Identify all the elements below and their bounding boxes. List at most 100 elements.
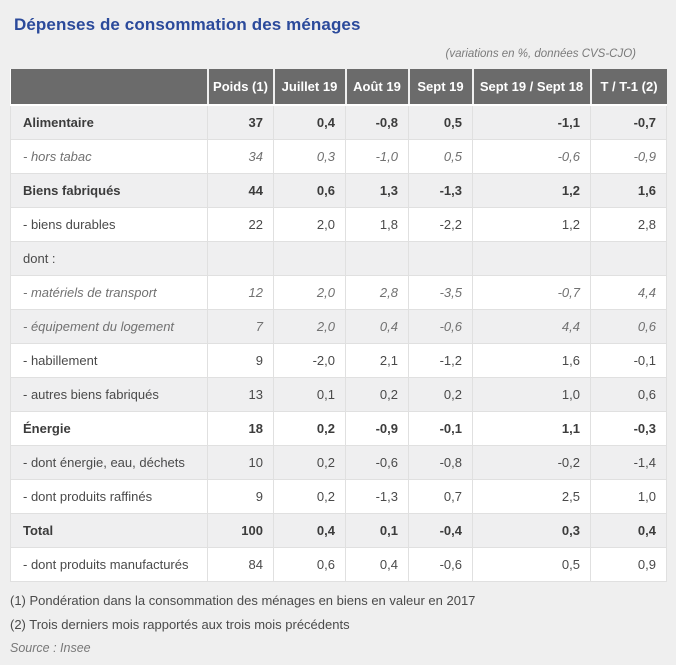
value-cell: -3,5 — [408, 275, 473, 310]
value-cell: 1,2 — [472, 173, 591, 208]
value-cell: -0,2 — [472, 445, 591, 480]
value-cell: 1,0 — [472, 377, 591, 412]
table-row: Alimentaire 37 0,4 -0,8 0,5 -1,1 -0,7 — [10, 104, 667, 140]
value-cell: 1,6 — [590, 173, 667, 208]
value-cell: 0,9 — [590, 547, 667, 582]
value-cell: 0,4 — [590, 513, 667, 548]
row-label: - biens durables — [10, 207, 208, 242]
footnote-2: (2) Trois derniers mois rapportés aux tr… — [10, 617, 350, 632]
value-cell: -0,6 — [472, 139, 591, 174]
row-label: - habillement — [10, 343, 208, 378]
value-cell: -0,6 — [345, 445, 409, 480]
row-label: - dont produits raffinés — [10, 479, 208, 514]
value-cell: -1,1 — [472, 104, 591, 140]
row-label: Alimentaire — [10, 104, 208, 140]
column-header: Sept 19 / Sept 18 — [471, 69, 591, 106]
value-cell: -1,0 — [345, 139, 409, 174]
value-cell: 18 — [207, 411, 274, 446]
value-cell: 9 — [207, 479, 274, 514]
value-cell — [408, 241, 473, 276]
table-body: Alimentaire 37 0,4 -0,8 0,5 -1,1 -0,7- hors ta… — [10, 104, 667, 582]
value-cell: -0,8 — [345, 104, 409, 140]
value-cell: -1,2 — [408, 343, 473, 378]
value-cell: 0,2 — [273, 479, 346, 514]
table-row: - dont produits raffinés 9 0,2 -1,3 0,7 2,5 1,… — [10, 479, 667, 514]
value-cell: 4,4 — [472, 309, 591, 344]
corner-cell — [10, 69, 208, 106]
value-cell: 0,3 — [273, 139, 346, 174]
value-cell: 2,0 — [273, 309, 346, 344]
value-cell: 7 — [207, 309, 274, 344]
value-cell: 84 — [207, 547, 274, 582]
value-cell: -0,8 — [408, 445, 473, 480]
value-cell: 0,6 — [273, 547, 346, 582]
value-cell: -0,7 — [590, 104, 667, 140]
value-cell: 13 — [207, 377, 274, 412]
value-cell: 0,4 — [345, 309, 409, 344]
value-cell: 37 — [207, 104, 274, 140]
value-cell: 34 — [207, 139, 274, 174]
value-cell: -0,1 — [590, 343, 667, 378]
table-row: - hors tabac 34 0,3 -1,0 0,5 -0,6 -0,9 — [10, 139, 667, 174]
value-cell: 0,2 — [408, 377, 473, 412]
value-cell: -0,7 — [472, 275, 591, 310]
value-cell: -2,0 — [273, 343, 346, 378]
value-cell: 0,1 — [345, 513, 409, 548]
footnotes: (1) Pondération dans la consommation des… — [10, 593, 666, 655]
table-header: Poids (1) Juillet 19 Août 19 Sept 19 Sept 19… — [10, 69, 667, 106]
row-label: - dont énergie, eau, déchets — [10, 445, 208, 480]
value-cell — [273, 241, 346, 276]
column-header: Août 19 — [344, 69, 409, 106]
value-cell: 0,5 — [472, 547, 591, 582]
value-cell: 0,2 — [273, 411, 346, 446]
table-row: Énergie 18 0,2 -0,9 -0,1 1,1 -0,3 — [10, 411, 667, 446]
table-row: - matériels de transport 12 2,0 2,8 -3,5 -0,7… — [10, 275, 667, 310]
value-cell — [345, 241, 409, 276]
row-label: Énergie — [10, 411, 208, 446]
value-cell: -1,3 — [408, 173, 473, 208]
value-cell: 0,5 — [408, 139, 473, 174]
value-cell: 1,1 — [472, 411, 591, 446]
value-cell: 44 — [207, 173, 274, 208]
value-cell: 0,4 — [273, 104, 346, 140]
column-header: Poids (1) — [206, 69, 274, 106]
value-cell: 0,7 — [408, 479, 473, 514]
value-cell: -2,2 — [408, 207, 473, 242]
value-cell: 0,6 — [273, 173, 346, 208]
value-cell: 22 — [207, 207, 274, 242]
table-row: Total 100 0,4 0,1 -0,4 0,3 0,4 — [10, 513, 667, 548]
value-cell: 2,0 — [273, 275, 346, 310]
value-cell: 1,2 — [472, 207, 591, 242]
value-cell: 0,2 — [345, 377, 409, 412]
footnote-1: (1) Pondération dans la consommation des… — [10, 593, 476, 608]
row-label: - matériels de transport — [10, 275, 208, 310]
value-cell — [207, 241, 274, 276]
value-cell: 2,0 — [273, 207, 346, 242]
value-cell: 0,5 — [408, 104, 473, 140]
table-row: - équipement du logement 7 2,0 0,4 -0,6 4,4 0,… — [10, 309, 667, 344]
table-row: - dont produits manufacturés 84 0,6 0,4 -0,6… — [10, 547, 667, 582]
row-label: - dont produits manufacturés — [10, 547, 208, 582]
value-cell: 10 — [207, 445, 274, 480]
table-row: - autres biens fabriqués 13 0,1 0,2 0,2 1,0 0,… — [10, 377, 667, 412]
table-subtitle-units: (variations en %, données CVS-CJO) — [445, 48, 636, 60]
value-cell: -0,6 — [408, 547, 473, 582]
row-label: dont : — [10, 241, 208, 276]
value-cell: 9 — [207, 343, 274, 378]
column-header: T / T-1 (2) — [589, 69, 667, 106]
value-cell: -0,1 — [408, 411, 473, 446]
table-row: - biens durables 22 2,0 1,8 -2,2 1,2 2,8 — [10, 207, 667, 242]
value-cell: 2,5 — [472, 479, 591, 514]
table-row: Biens fabriqués 44 0,6 1,3 -1,3 1,2 1,6 — [10, 173, 667, 208]
value-cell: 4,4 — [590, 275, 667, 310]
page-title: Dépenses de consommation des ménages — [14, 15, 361, 34]
value-cell: -0,6 — [408, 309, 473, 344]
value-cell: 0,2 — [273, 445, 346, 480]
value-cell: 1,0 — [590, 479, 667, 514]
table-row: dont : — [10, 241, 667, 276]
value-cell — [590, 241, 667, 276]
value-cell: -0,3 — [590, 411, 667, 446]
value-cell: 1,8 — [345, 207, 409, 242]
header-row: Poids (1) Juillet 19 Août 19 Sept 19 Sept 19… — [10, 69, 667, 106]
